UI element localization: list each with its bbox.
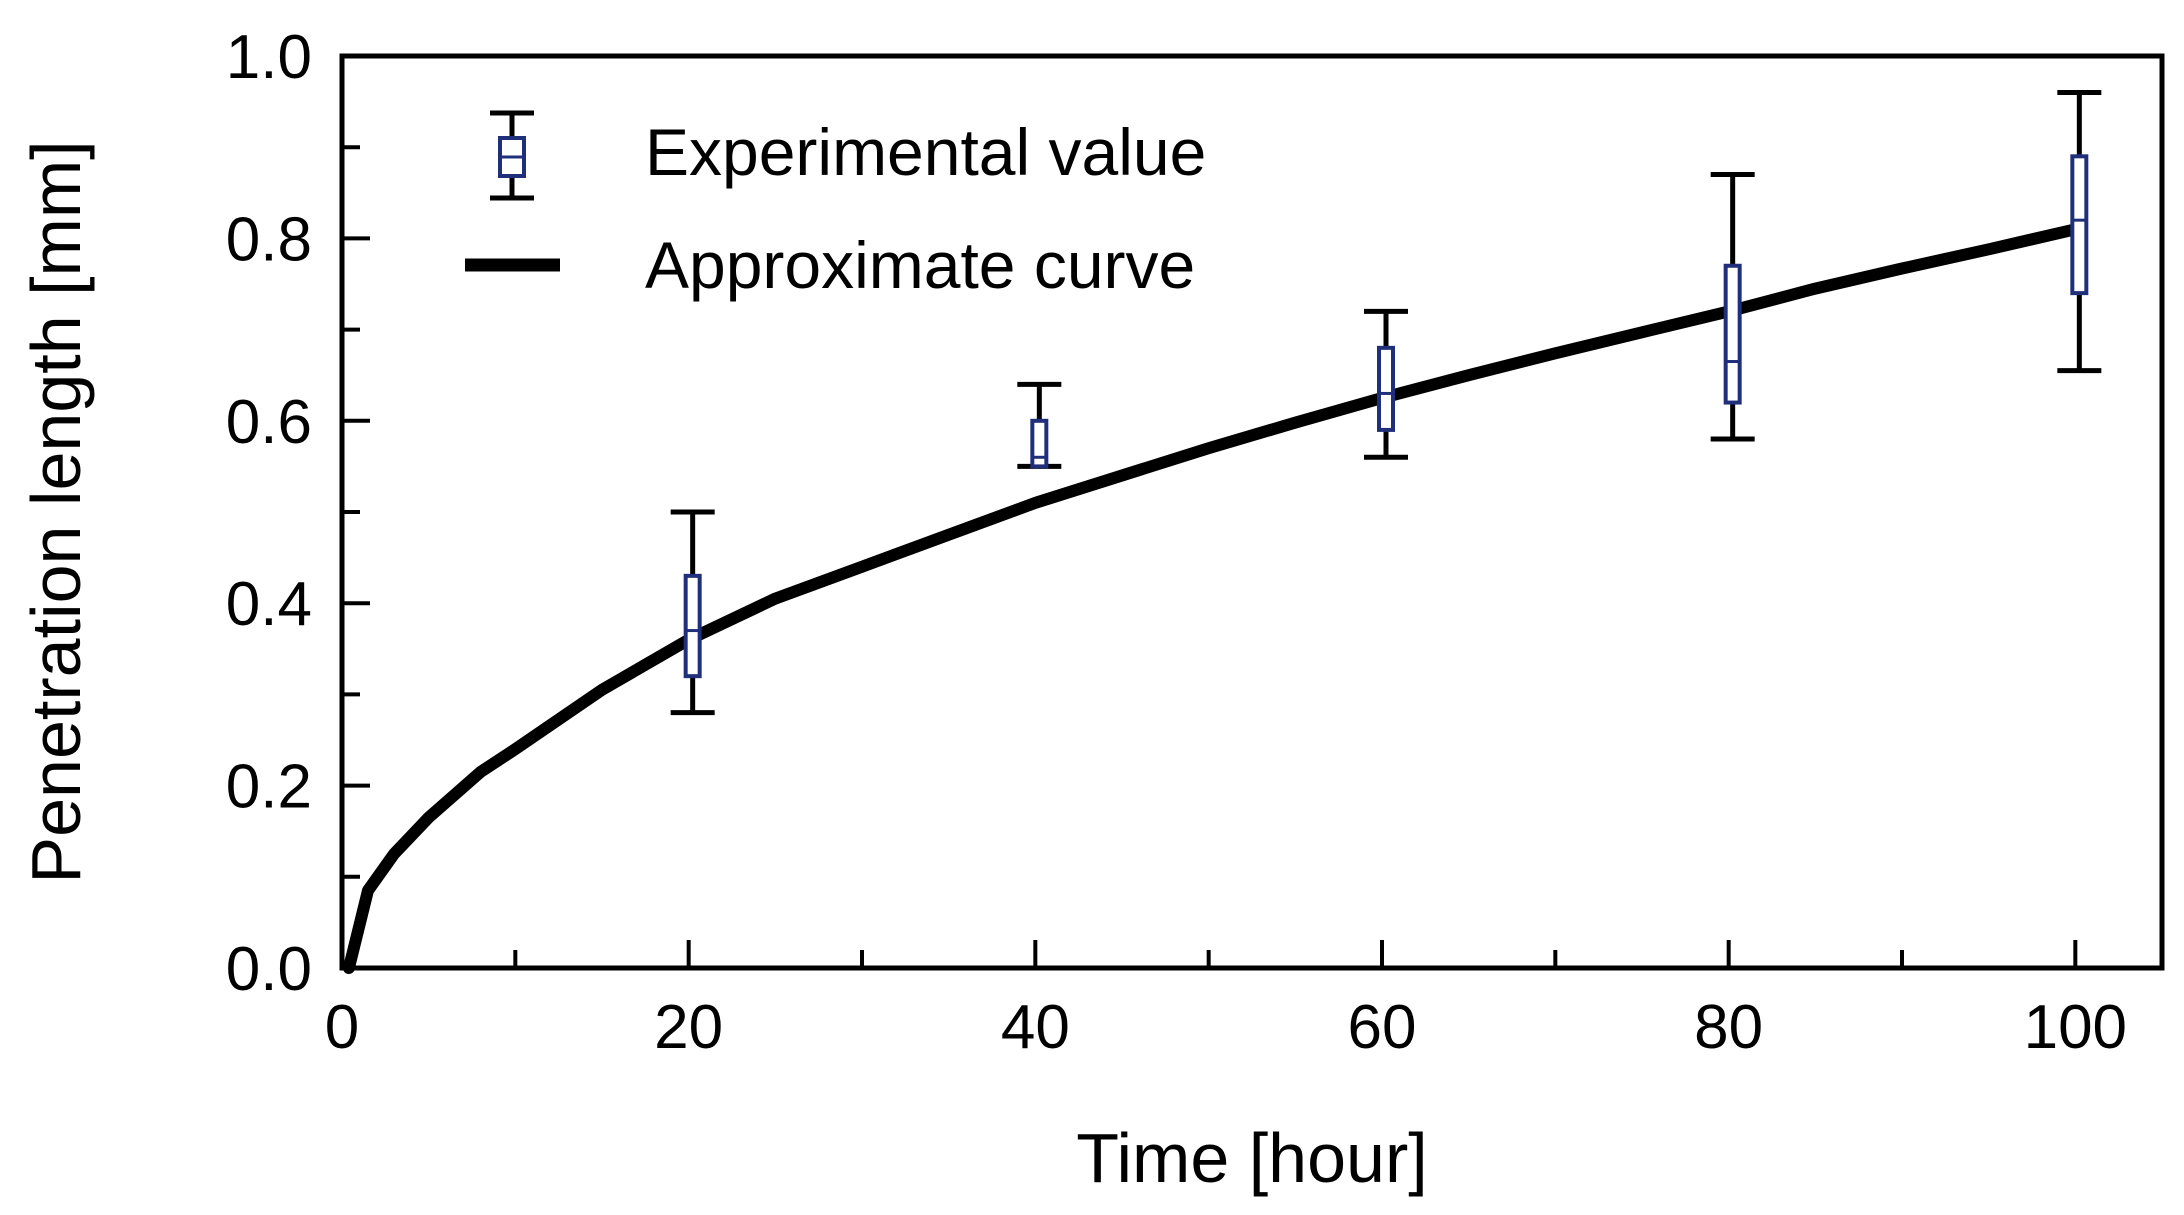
box-rect: [1030, 418, 1049, 469]
legend-label-approximate: Approximate curve: [645, 228, 1195, 302]
experimental-box-point: [1364, 308, 1408, 460]
legend-box-marker: [490, 110, 534, 201]
experimental-box-point: [2057, 89, 2102, 374]
y-tick-label: 0.2: [226, 753, 312, 822]
approximate-curve-line: [342, 223, 2082, 974]
x-axis-title: Time [hour]: [1076, 1119, 1427, 1197]
experimental-box-point: [1017, 381, 1062, 469]
x-tick-label: 40: [1001, 993, 1070, 1062]
x-tick-label: 80: [1694, 993, 1763, 1062]
experimental-box-point: [1710, 172, 1755, 442]
y-axis-title: Penetration length [mm]: [17, 140, 95, 883]
y-tick-label: 0.0: [226, 935, 312, 1004]
legend-label-experimental: Experimental value: [645, 115, 1206, 189]
x-tick-label: 0: [325, 993, 359, 1062]
plot-frame: [339, 53, 2165, 971]
x-tick-label: 100: [2024, 993, 2127, 1062]
box-rect: [1377, 345, 1395, 432]
x-tick-label: 60: [1348, 993, 1417, 1062]
box-rect: [683, 573, 702, 679]
y-tick-label: 0.6: [226, 388, 312, 457]
tick-labels-group: 0 20 40 60 80 100 0.0 0.2 0.4 0.6 0.8 1.0: [226, 23, 2127, 1062]
approximate-curve-layer: [342, 223, 2082, 974]
axis-ticks-group: [340, 54, 2078, 970]
y-tick-label: 0.4: [226, 570, 312, 639]
experimental-boxes-layer: [670, 89, 2102, 716]
box-rect: [2070, 154, 2089, 296]
box-rect: [1723, 263, 1742, 405]
experimental-box-point: [670, 509, 715, 716]
legend: Experimental value Approximate curve: [465, 110, 1206, 302]
y-tick-label: 0.8: [226, 205, 312, 274]
x-tick-label: 20: [654, 993, 723, 1062]
y-tick-label: 1.0: [226, 23, 312, 92]
